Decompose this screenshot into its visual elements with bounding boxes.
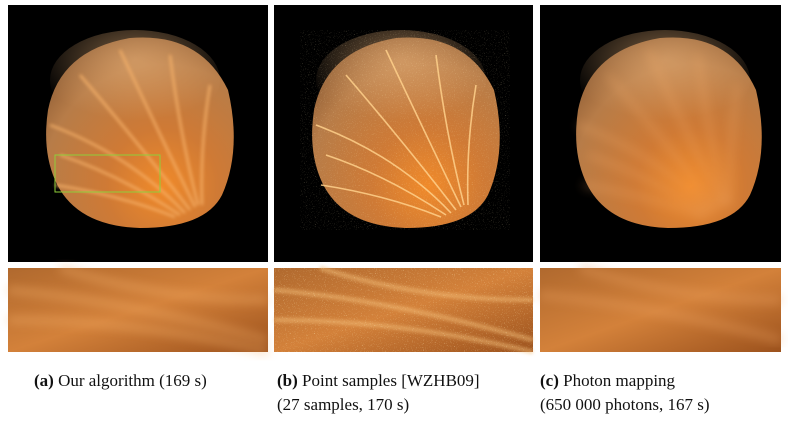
panel-c-image bbox=[540, 5, 781, 352]
panel-b-image bbox=[274, 5, 533, 352]
figure: (a) Our algorithm (169 s) (b) Point samp… bbox=[0, 0, 788, 418]
panel-a-image bbox=[8, 5, 268, 352]
caption-b-line-2: (27 samples, 170 s) bbox=[277, 395, 409, 414]
panel-label: (a) bbox=[34, 371, 54, 390]
caption-a-line-1: (a) Our algorithm (169 s) bbox=[34, 371, 207, 390]
caption-text: Point samples [WZHB09] bbox=[302, 371, 480, 390]
panel-label: (c) bbox=[540, 371, 559, 390]
panel-label: (b) bbox=[277, 371, 298, 390]
caption-text: Our algorithm (169 s) bbox=[58, 371, 207, 390]
caption-c-line-2: (650 000 photons, 167 s) bbox=[540, 395, 710, 414]
caption-c-line-1: (c) Photon mapping bbox=[540, 371, 676, 390]
caption-text: Photon mapping bbox=[563, 371, 675, 390]
caption-b-line-1: (b) Point samples [WZHB09] bbox=[277, 371, 480, 390]
page: (a) Our algorithm (169 s) (b) Point samp… bbox=[0, 0, 788, 418]
